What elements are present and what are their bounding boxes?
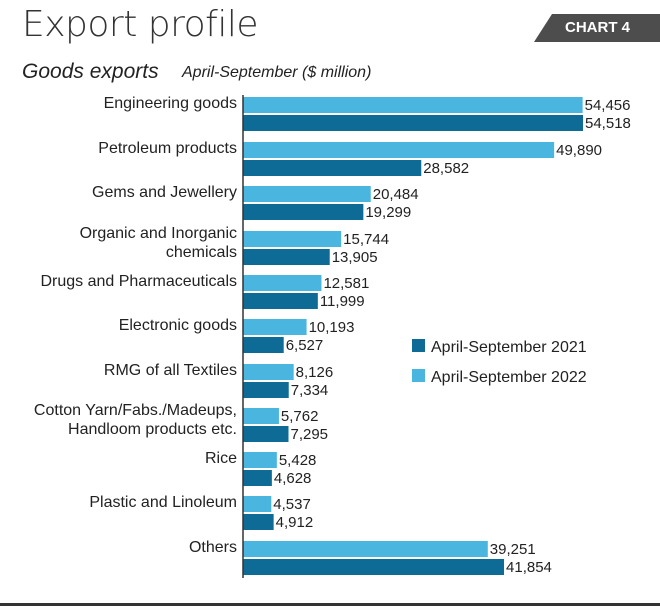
bar-2021 [243,204,364,220]
value-label-2022: 4,537 [273,496,311,513]
value-label-2021: 11,999 [320,293,365,310]
bar-2021 [243,382,289,398]
bar-2021 [243,559,505,575]
value-label-2022: 12,581 [323,275,369,292]
bar-2021 [243,115,583,131]
value-label-2022: 10,193 [309,319,355,336]
value-label-2021: 4,912 [276,514,314,531]
category-label: Petroleum products [98,140,237,157]
bar-2022 [243,496,272,512]
chart-badge: CHART 4 [534,14,660,42]
bar-2022 [243,186,371,202]
legend-label-2022: April-September 2022 [431,369,587,386]
value-label-2022: 49,890 [556,142,602,159]
value-label-2022: 5,428 [279,452,317,469]
category-label: Handloom products etc. [68,421,237,438]
legend-swatch-2022 [412,369,425,382]
value-label-2021: 13,905 [332,249,378,266]
bottom-rule [0,603,660,606]
bar-2022 [243,319,307,335]
bar-2021 [243,514,274,530]
bar-2022 [243,452,277,468]
bar-2021 [243,426,289,442]
bar-2022 [243,97,583,113]
value-label-2021: 6,527 [286,337,324,354]
legend-label-2021: April-September 2021 [431,339,587,356]
value-label-2021: 19,299 [365,204,411,221]
legend-swatch-2021 [412,339,425,352]
value-label-2021: 28,582 [423,160,469,177]
bar-2022 [243,364,294,380]
value-label-2021: 7,295 [290,426,328,443]
category-label: RMG of all Textiles [104,362,237,379]
category-label: Gems and Jewellery [92,184,237,201]
category-label: Cotton Yarn/Fabs./Madeups, [34,402,237,419]
bar-2022 [243,408,279,424]
category-label: Electronic goods [119,317,237,334]
bar-2021 [243,337,284,353]
bar-2022 [243,275,322,291]
chart-title: Export profile [22,4,259,45]
bar-2022 [243,541,488,557]
value-label-2021: 4,628 [274,470,312,487]
value-label-2021: 7,334 [291,382,329,399]
value-label-2021: 41,854 [506,559,552,576]
bar-2021 [243,293,318,309]
category-label: Drugs and Pharmaceuticals [40,273,237,290]
category-label: Engineering goods [104,95,237,112]
bar-2022 [243,142,555,158]
category-label: chemicals [166,244,237,261]
category-label: Others [189,539,237,556]
value-label-2022: 39,251 [490,541,536,558]
bar-2021 [243,249,330,265]
category-label: Plastic and Linoleum [89,494,237,511]
bar-2021 [243,160,422,176]
value-label-2022: 8,126 [296,364,334,381]
value-label-2022: 54,456 [585,97,631,114]
bar-2022 [243,231,342,247]
bar-2021 [243,470,272,486]
category-label: Organic and Inorganic [80,225,237,242]
chart-subtitle: Goods exports [22,60,159,83]
period-unit-label: April-September ($ million) [182,64,372,81]
value-label-2022: 20,484 [373,186,419,203]
value-label-2022: 5,762 [281,408,319,425]
value-label-2021: 54,518 [585,115,631,132]
value-label-2022: 15,744 [343,231,389,248]
category-label: Rice [205,450,237,467]
